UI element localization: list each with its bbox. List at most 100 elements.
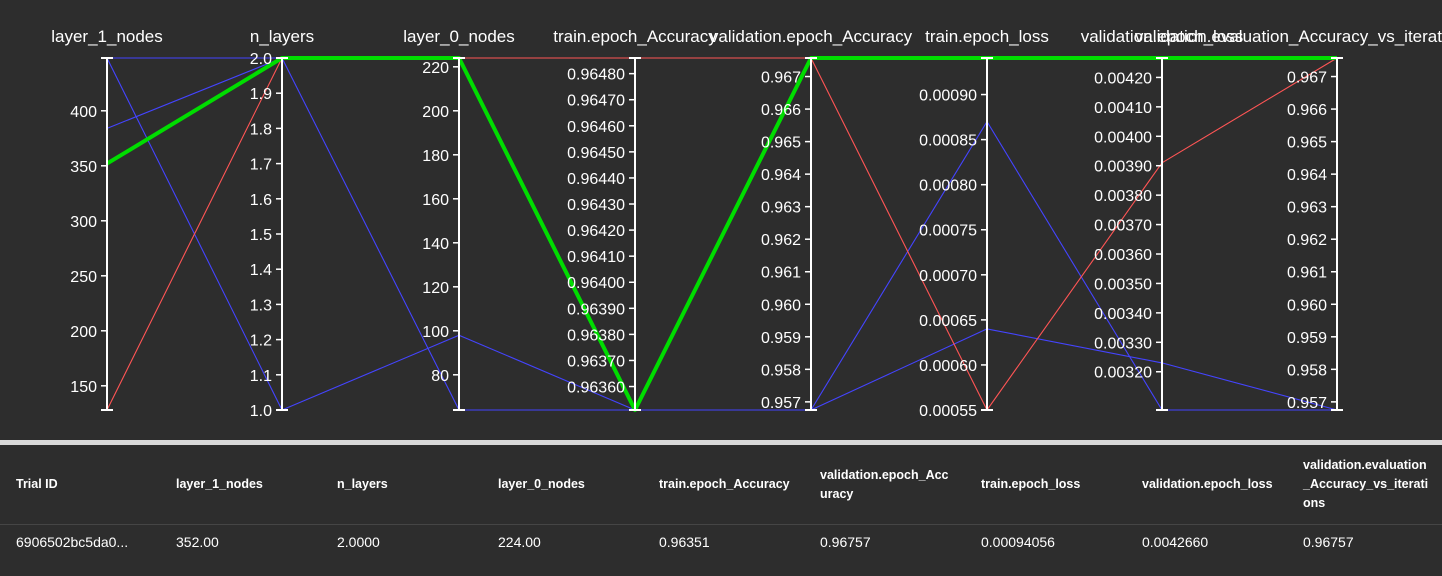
tick-label: 0.00370 — [1094, 218, 1152, 235]
tick-label: 180 — [422, 148, 449, 165]
tick-label: 0.96410 — [567, 249, 625, 266]
tick-label: 0.962 — [1287, 232, 1327, 249]
tick-label: 0.959 — [1287, 330, 1327, 347]
tick-label: 0.967 — [761, 70, 801, 87]
tick-label: 0.962 — [761, 232, 801, 249]
cell-train-accuracy: 0.96351 — [643, 525, 804, 560]
tick-label: 0.00390 — [1094, 159, 1152, 176]
tick-label: 1.8 — [250, 121, 272, 138]
series-line-highlighted[interactable] — [107, 58, 1337, 410]
tick-label: 250 — [70, 269, 97, 286]
tick-label: 0.960 — [1287, 297, 1327, 314]
tick-label: 400 — [70, 104, 97, 121]
tick-label: 0.00410 — [1094, 100, 1152, 117]
column-header-layer-1-nodes[interactable]: layer_1_nodes — [160, 445, 321, 525]
tick-label: 0.959 — [761, 330, 801, 347]
tick-label: 200 — [422, 104, 449, 121]
axis-title-layer-1-nodes[interactable]: layer_1_nodes — [51, 27, 163, 46]
cell-n-layers: 2.0000 — [321, 525, 482, 560]
tick-label: 0.00060 — [919, 358, 977, 375]
column-header-layer-0-nodes[interactable]: layer_0_nodes — [482, 445, 643, 525]
cell-train-loss: 0.00094056 — [965, 525, 1126, 560]
tick-label: 300 — [70, 214, 97, 231]
tick-label: 1.4 — [250, 262, 272, 279]
parallel-coordinates-plot[interactable]: 150 200 250 300 350 400 layer_1_nodes 1.0 1.1 1.2… — [0, 0, 1442, 440]
column-header-train-accuracy[interactable]: train.epoch_Accuracy — [643, 445, 804, 525]
axis-title-train-epoch-accuracy[interactable]: train.epoch_Accuracy — [553, 27, 717, 46]
tick-label: 0.957 — [761, 395, 801, 412]
tick-label: 0.96360 — [567, 380, 625, 397]
plot-svg: 150 200 250 300 350 400 layer_1_nodes 1.0 1.1 1.2… — [0, 0, 1442, 440]
tick-label: 0.96480 — [567, 67, 625, 84]
tick-label: 1.9 — [250, 86, 272, 103]
tick-label: 0.963 — [761, 200, 801, 217]
tick-label: 1.3 — [250, 297, 272, 314]
tick-label: 0.963 — [1287, 200, 1327, 217]
tick-label: 0.00380 — [1094, 188, 1152, 205]
table-row[interactable]: 6906502bc5da0... 352.00 2.0000 224.00 0.… — [0, 525, 1442, 560]
cell-layer-0-nodes: 224.00 — [482, 525, 643, 560]
tick-label: 0.96450 — [567, 145, 625, 162]
tick-label: 0.00065 — [919, 313, 977, 330]
tick-label: 140 — [422, 236, 449, 253]
axis-title-validation-evaluation-accuracy-vs-iterations[interactable]: validation.evaluation_Accuracy_vs_iterat… — [1135, 27, 1442, 46]
tick-label: 200 — [70, 324, 97, 341]
tick-label: 0.00330 — [1094, 335, 1152, 352]
tick-label: 1.0 — [250, 403, 272, 420]
tick-label: 160 — [422, 192, 449, 209]
axis-title-n-layers[interactable]: n_layers — [250, 27, 314, 46]
cell-layer-1-nodes: 352.00 — [160, 525, 321, 560]
tick-label: 0.964 — [1287, 167, 1327, 184]
tick-label: 0.00055 — [919, 403, 977, 420]
column-header-train-loss[interactable]: train.epoch_loss — [965, 445, 1126, 525]
tick-label: 0.00090 — [919, 88, 977, 105]
tick-label: 1.5 — [250, 227, 272, 244]
tick-label: 0.96390 — [567, 301, 625, 318]
tick-label: 0.00075 — [919, 223, 977, 240]
table-header-row: Trial ID layer_1_nodes n_layers layer_0_… — [0, 445, 1442, 525]
tick-label: 0.965 — [761, 135, 801, 152]
tick-label: 0.96420 — [567, 223, 625, 240]
tick-label: 0.96430 — [567, 197, 625, 214]
tick-label: 0.958 — [1287, 362, 1327, 379]
tick-label: 1.1 — [250, 368, 272, 385]
tick-label: 100 — [422, 324, 449, 341]
tick-label: 0.00320 — [1094, 365, 1152, 382]
tick-label: 0.96460 — [567, 119, 625, 136]
tick-label: 0.966 — [1287, 102, 1327, 119]
tick-label: 1.2 — [250, 333, 272, 350]
column-header-validation-evaluation-accuracy[interactable]: validation.evaluation_Accuracy_vs_iterat… — [1287, 445, 1442, 525]
axis-title-train-epoch-loss[interactable]: train.epoch_loss — [925, 27, 1049, 46]
tick-label: 80 — [431, 368, 449, 385]
tick-label: 0.965 — [1287, 135, 1327, 152]
tick-label: 1.7 — [250, 157, 272, 174]
tick-label: 350 — [70, 159, 97, 176]
tick-label: 0.00350 — [1094, 276, 1152, 293]
tick-label: 0.00360 — [1094, 247, 1152, 264]
tick-label: 0.96440 — [567, 171, 625, 188]
tick-label: 0.00070 — [919, 268, 977, 285]
tick-label: 150 — [70, 379, 97, 396]
tick-label: 0.00080 — [919, 178, 977, 195]
column-header-validation-accuracy[interactable]: validation.epoch_Accuracy — [804, 445, 965, 525]
tick-label: 0.96470 — [567, 93, 625, 110]
tick-label: 0.957 — [1287, 395, 1327, 412]
column-header-trial-id[interactable]: Trial ID — [0, 445, 160, 525]
column-header-validation-loss[interactable]: validation.epoch_loss — [1126, 445, 1287, 525]
tick-label: 0.961 — [761, 265, 801, 282]
tick-label: 0.96370 — [567, 353, 625, 370]
cell-validation-loss: 0.0042660 — [1126, 525, 1287, 560]
tick-label: 0.00420 — [1094, 70, 1152, 87]
tick-label: 0.966 — [761, 102, 801, 119]
trials-table: Trial ID layer_1_nodes n_layers layer_0_… — [0, 445, 1442, 559]
tick-label: 0.00340 — [1094, 306, 1152, 323]
tick-label: 2.0 — [250, 51, 272, 68]
tick-label: 0.960 — [761, 297, 801, 314]
cell-trial-id: 6906502bc5da0... — [0, 525, 160, 560]
tick-label: 0.961 — [1287, 265, 1327, 282]
axis-title-validation-epoch-accuracy[interactable]: validation.epoch_Accuracy — [710, 27, 913, 46]
tick-label: 220 — [422, 60, 449, 77]
column-header-n-layers[interactable]: n_layers — [321, 445, 482, 525]
tick-label: 0.96380 — [567, 327, 625, 344]
axis-title-layer-0-nodes[interactable]: layer_0_nodes — [403, 27, 515, 46]
